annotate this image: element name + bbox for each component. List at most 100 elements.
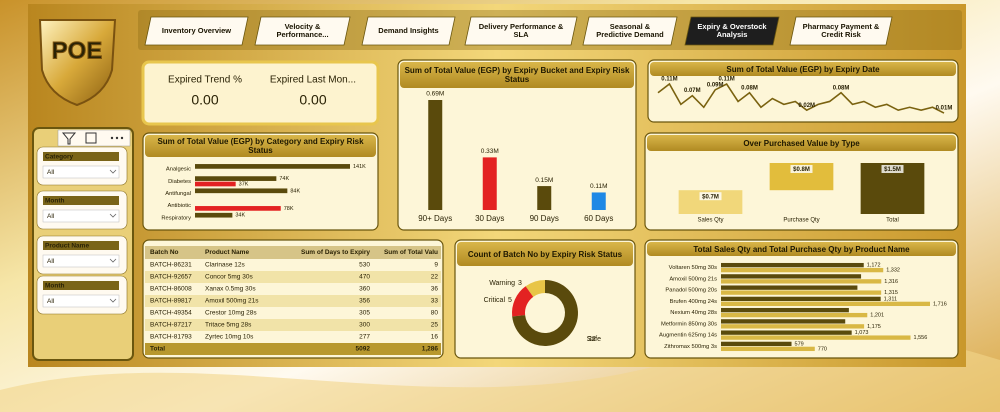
- category-label: 90 Days: [530, 214, 559, 223]
- data-label: 1,311: [884, 296, 897, 302]
- table-cell: 305: [359, 310, 370, 317]
- data-label: 0.33M: [481, 148, 499, 155]
- nav-tab-label[interactable]: Delivery Performance & SLA: [478, 21, 564, 39]
- column-header[interactable]: Product Name: [205, 249, 249, 256]
- nav-tab-label-box[interactable]: Demand Insights: [362, 17, 455, 45]
- more-dot[interactable]: [110, 136, 114, 140]
- table-cell: 356: [359, 298, 370, 305]
- slicer-header: [43, 196, 119, 205]
- nav-tab-label[interactable]: Inventory Overview: [161, 25, 232, 35]
- slice-label: Critical: [484, 297, 506, 304]
- table-row: [145, 331, 441, 343]
- table-row: [145, 307, 441, 319]
- card-label: Expired Trend %: [168, 75, 242, 86]
- data-label: 0.02M: [798, 103, 815, 109]
- more-dot[interactable]: [120, 136, 124, 140]
- bar: [195, 188, 288, 194]
- panel-title-box: Sum of Total Value (EGP) by Category and…: [157, 137, 363, 155]
- bar: [195, 164, 350, 169]
- slicer-label: Product Name: [45, 243, 89, 250]
- nav-tab-label-box[interactable]: Delivery Performance & SLA: [465, 17, 577, 45]
- column-header[interactable]: Sum of Days to Expiry: [301, 249, 370, 256]
- toolbar-box: [57, 129, 131, 147]
- nav-tab-label[interactable]: Pharmacy Payment & Credit Risk: [802, 21, 880, 39]
- slicer-dropdown[interactable]: [42, 294, 120, 308]
- data-label: $0.8M: [793, 167, 810, 173]
- table-cell: Crestor 10mg 28s: [205, 310, 257, 317]
- nav-tab-label-box[interactable]: Velocity & Performance...: [255, 17, 350, 45]
- nav-tab-label-box[interactable]: Pharmacy Payment & Credit Risk: [790, 17, 892, 45]
- nav-tab[interactable]: [254, 16, 351, 46]
- table-cell: 22: [431, 274, 439, 281]
- category-label: Analgesic: [166, 167, 191, 173]
- bar: [428, 100, 443, 210]
- nav-tab[interactable]: [684, 16, 780, 46]
- nav-tab-label-box[interactable]: Seasonal & Predictive Demand: [583, 17, 677, 45]
- table-total: Total: [150, 346, 165, 353]
- nav-tab-label[interactable]: Expiry & Overstock Analysis: [697, 21, 767, 39]
- slicer-header: [43, 281, 119, 290]
- bar: [195, 206, 281, 211]
- table-total-row: [145, 343, 441, 355]
- card-value: 0.00: [299, 92, 326, 108]
- table-cell: BATCH-92657: [150, 274, 192, 281]
- nav-tab[interactable]: [464, 16, 578, 46]
- bar: [678, 190, 743, 214]
- column-header[interactable]: Batch No: [150, 249, 179, 256]
- slicer-toolbar: [57, 129, 131, 147]
- category-label: Metformin 850mg 30s: [661, 321, 717, 327]
- data-label: 84K: [290, 188, 300, 194]
- slice-label: Warning: [489, 280, 515, 287]
- nav-tab-label[interactable]: Velocity & Performance...: [276, 21, 329, 39]
- column-header[interactable]: Sum of Total Valu: [384, 249, 438, 256]
- card-label: Expired Last Mon...: [270, 75, 356, 86]
- table-row: [145, 295, 441, 307]
- table-total: 5092: [356, 346, 371, 353]
- slice-value: 22: [588, 336, 596, 343]
- data-label: 78K: [284, 206, 294, 212]
- data-label: 1,332: [886, 268, 900, 274]
- nav-tab[interactable]: [361, 16, 456, 46]
- logo: POE: [38, 19, 117, 107]
- slicer-label: Month: [45, 283, 65, 290]
- nav-tab[interactable]: [144, 16, 249, 46]
- category-label: Antifungal: [165, 191, 191, 197]
- data-label: 1,175: [867, 324, 881, 330]
- nav-tab-label[interactable]: Demand Insights: [378, 25, 439, 35]
- bar: [721, 341, 792, 347]
- panel-title-box: Total Sales Qty and Total Purchase Qty b…: [693, 245, 909, 254]
- data-label: 0.69M: [426, 91, 444, 98]
- bar: [591, 192, 606, 210]
- data-label: 1,556: [914, 335, 928, 341]
- nav-tab[interactable]: [789, 16, 893, 46]
- category-label: 30 Days: [475, 214, 504, 223]
- slicer-dropdown[interactable]: [42, 254, 120, 268]
- slicer-dropdown[interactable]: [42, 209, 120, 223]
- bar: [537, 186, 552, 210]
- slicer-header: [43, 152, 119, 161]
- dropdown-chevron: [109, 258, 117, 263]
- bar: [721, 290, 882, 295]
- table-cell: 80: [431, 310, 439, 317]
- more-dot[interactable]: [115, 136, 119, 140]
- slicer-dropdown[interactable]: [42, 165, 120, 179]
- nav-tab-label[interactable]: Seasonal & Predictive Demand: [596, 21, 664, 39]
- table-total: 1,286: [422, 346, 439, 353]
- nav-tab-label-box[interactable]: Expiry & Overstock Analysis: [685, 17, 779, 45]
- data-label: $0.7M: [702, 194, 719, 200]
- focus-icon[interactable]: [85, 132, 97, 144]
- data-label: 0.08M: [741, 85, 758, 91]
- line: [657, 82, 945, 114]
- table-cell: 300: [359, 322, 370, 329]
- bar: [721, 301, 930, 307]
- slicer-value: All: [47, 258, 55, 265]
- nav-tab[interactable]: [582, 16, 678, 46]
- data-label: 1,201: [870, 313, 884, 319]
- data-label: 770: [818, 346, 827, 352]
- dropdown-chevron: [109, 169, 117, 174]
- bar: [721, 279, 882, 284]
- filter-icon[interactable]: [61, 132, 77, 145]
- table: Batch No Product Name Sum of Days to Expir…: [145, 246, 441, 355]
- nav-tab-label-box[interactable]: Inventory Overview: [145, 17, 248, 45]
